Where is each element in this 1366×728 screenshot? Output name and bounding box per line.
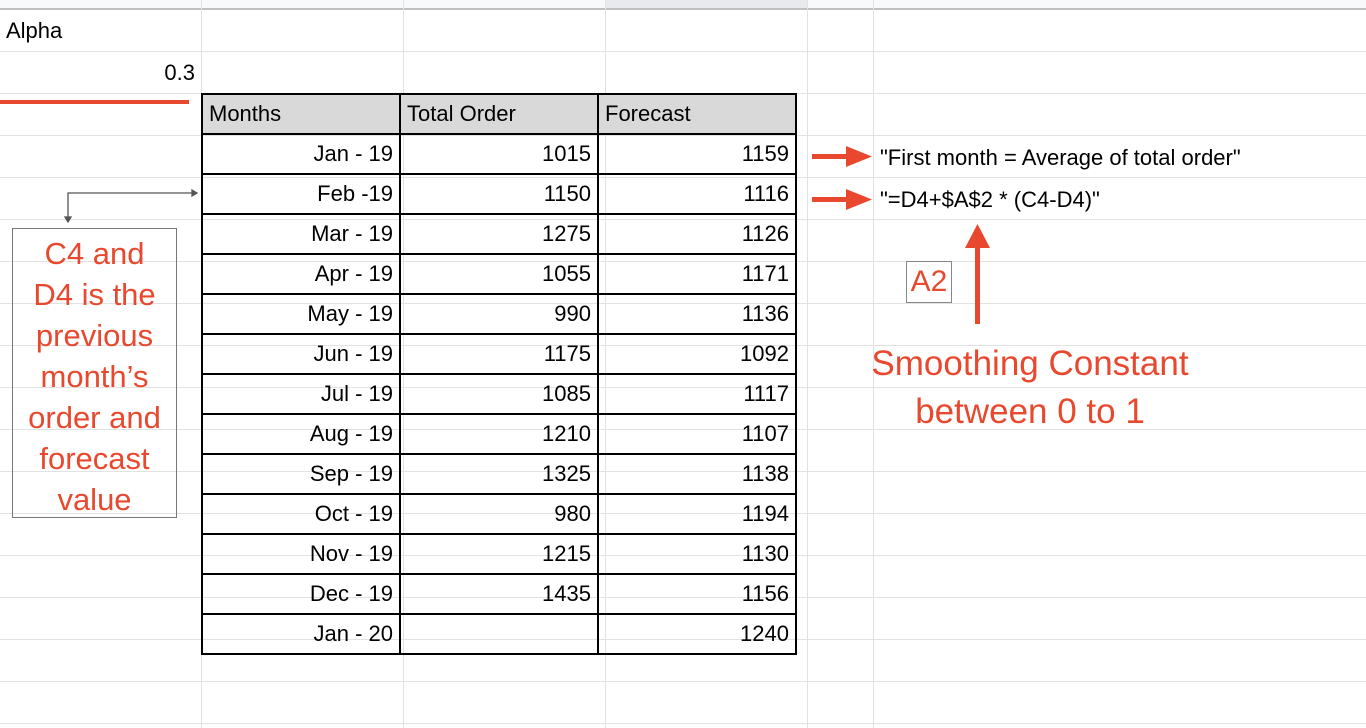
cell-month[interactable]: Dec - 19 bbox=[201, 573, 401, 615]
note-line: order and bbox=[28, 400, 161, 435]
table-row: Dec - 19 1435 1156 bbox=[201, 573, 797, 615]
cell-month[interactable]: Nov - 19 bbox=[201, 533, 401, 575]
table-row: Mar - 19 1275 1126 bbox=[201, 213, 797, 255]
table-row: Sep - 19 1325 1138 bbox=[201, 453, 797, 495]
cell-forecast[interactable]: 1156 bbox=[597, 573, 797, 615]
header-months[interactable]: Months bbox=[201, 93, 401, 135]
cell-month[interactable]: Mar - 19 bbox=[201, 213, 401, 255]
table-row: Oct - 19 980 1194 bbox=[201, 493, 797, 535]
first-month-note: "First month = Average of total order" bbox=[880, 145, 1241, 170]
cell-forecast[interactable]: 1117 bbox=[597, 373, 797, 415]
header-total-order[interactable]: Total Order bbox=[399, 93, 599, 135]
cell-order[interactable]: 990 bbox=[399, 293, 599, 335]
cell-month[interactable]: Oct - 19 bbox=[201, 493, 401, 535]
grid-row-line bbox=[0, 681, 1366, 682]
cell-forecast[interactable]: 1159 bbox=[597, 133, 797, 175]
note-line: value bbox=[57, 482, 132, 517]
cell-order[interactable]: 1325 bbox=[399, 453, 599, 495]
smoothing-line-2: between 0 to 1 bbox=[915, 392, 1145, 431]
cell-order[interactable]: 1015 bbox=[399, 133, 599, 175]
table-row: Jun - 19 1175 1092 bbox=[201, 333, 797, 375]
cell-forecast[interactable]: 1116 bbox=[597, 173, 797, 215]
cell-month[interactable]: May - 19 bbox=[201, 293, 401, 335]
note-line: D4 is the bbox=[33, 277, 156, 312]
cell-order[interactable]: 1150 bbox=[399, 173, 599, 215]
cell-forecast[interactable]: 1240 bbox=[597, 613, 797, 655]
grid-row-line bbox=[0, 51, 1366, 52]
cell-order[interactable]: 1215 bbox=[399, 533, 599, 575]
cell-month[interactable]: Aug - 19 bbox=[201, 413, 401, 455]
alpha-underline bbox=[0, 100, 189, 104]
elbow-arrow-icon bbox=[63, 188, 199, 224]
cell-order[interactable] bbox=[399, 613, 599, 655]
alpha-label-cell[interactable]: Alpha bbox=[6, 18, 63, 43]
cell-forecast[interactable]: 1130 bbox=[597, 533, 797, 575]
table-row: Jul - 19 1085 1117 bbox=[201, 373, 797, 415]
cell-order[interactable]: 1085 bbox=[399, 373, 599, 415]
cell-forecast[interactable]: 1126 bbox=[597, 213, 797, 255]
cell-forecast[interactable]: 1138 bbox=[597, 453, 797, 495]
cell-month[interactable]: Feb -19 bbox=[201, 173, 401, 215]
table-row: Feb -19 1150 1116 bbox=[201, 173, 797, 215]
note-line: previous bbox=[35, 318, 154, 353]
table-row: Jan - 20 1240 bbox=[201, 613, 797, 655]
cell-forecast[interactable]: 1171 bbox=[597, 253, 797, 295]
table-row: Aug - 19 1210 1107 bbox=[201, 413, 797, 455]
note-line: C4 and bbox=[44, 236, 145, 271]
cell-forecast[interactable]: 1092 bbox=[597, 333, 797, 375]
grid-row-line bbox=[0, 723, 1366, 724]
forecast-table: Months Total Order Forecast Jan - 19 1015… bbox=[201, 93, 797, 655]
cell-month[interactable]: Jun - 19 bbox=[201, 333, 401, 375]
cell-forecast[interactable]: 1194 bbox=[597, 493, 797, 535]
smoothing-constant-note: Smoothing Constant between 0 to 1 bbox=[840, 340, 1220, 436]
table-row: May - 19 990 1136 bbox=[201, 293, 797, 335]
smoothing-line-1: Smoothing Constant bbox=[871, 344, 1189, 383]
cell-month[interactable]: Jan - 19 bbox=[201, 133, 401, 175]
arrow-right-icon bbox=[812, 146, 872, 167]
cell-order[interactable]: 1275 bbox=[399, 213, 599, 255]
cell-month[interactable]: Jul - 19 bbox=[201, 373, 401, 415]
note-line: forecast bbox=[39, 441, 150, 476]
grid-column-line bbox=[873, 0, 874, 728]
cell-order[interactable]: 1055 bbox=[399, 253, 599, 295]
arrow-right-icon bbox=[812, 189, 872, 210]
a2-label: A2 bbox=[906, 261, 952, 303]
cell-forecast[interactable]: 1136 bbox=[597, 293, 797, 335]
formula-note: "=D4+$A$2 * (C4-D4)" bbox=[880, 187, 1100, 212]
cell-order[interactable]: 1175 bbox=[399, 333, 599, 375]
cell-month[interactable]: Jan - 20 bbox=[201, 613, 401, 655]
column-header-selected[interactable] bbox=[606, 0, 807, 8]
grid-column-line bbox=[807, 0, 808, 728]
previous-month-note-box: C4 and D4 is the previous month’s order … bbox=[12, 228, 177, 518]
cell-month[interactable]: Apr - 19 bbox=[201, 253, 401, 295]
table-row: Nov - 19 1215 1130 bbox=[201, 533, 797, 575]
cell-order[interactable]: 980 bbox=[399, 493, 599, 535]
header-forecast[interactable]: Forecast bbox=[597, 93, 797, 135]
table-row: Jan - 19 1015 1159 bbox=[201, 133, 797, 175]
alpha-value-cell[interactable]: 0.3 bbox=[164, 60, 195, 85]
note-line: month’s bbox=[40, 359, 149, 394]
cell-month[interactable]: Sep - 19 bbox=[201, 453, 401, 495]
table-header-row: Months Total Order Forecast bbox=[201, 93, 797, 135]
cell-order[interactable]: 1435 bbox=[399, 573, 599, 615]
cell-order[interactable]: 1210 bbox=[399, 413, 599, 455]
cell-forecast[interactable]: 1107 bbox=[597, 413, 797, 455]
arrow-up-icon bbox=[965, 224, 990, 324]
table-row: Apr - 19 1055 1171 bbox=[201, 253, 797, 295]
